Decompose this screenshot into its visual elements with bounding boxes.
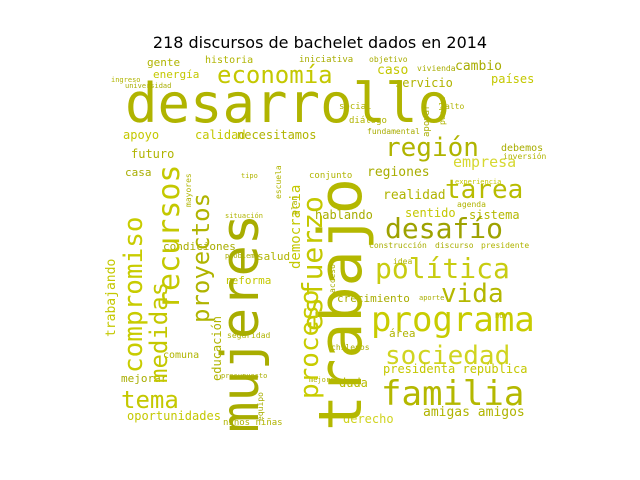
word-servicio: servicio	[395, 76, 453, 90]
word-familia: familia	[381, 374, 525, 414]
word-situacion: situación	[225, 212, 263, 220]
word-gente: gente	[147, 56, 181, 69]
word-presupuesto: presupuesto	[221, 372, 268, 380]
word-trabajando: trabajando	[104, 258, 119, 337]
word-area: área	[389, 327, 416, 340]
word-plan: plan	[290, 195, 299, 215]
word-crecimiento: crecimiento	[337, 292, 410, 305]
word-programa: programa	[371, 300, 535, 340]
word-desarrollo: desarrollo	[125, 72, 451, 135]
word-vivienda: vivienda	[417, 64, 456, 73]
word-calidad: calidad	[195, 128, 246, 142]
word-duda: duda	[339, 376, 368, 390]
word-mejorar: mejorar	[121, 372, 168, 385]
word-inversion: inversión	[503, 152, 547, 161]
word-tema: tema	[121, 386, 179, 414]
word-futuro: futuro	[131, 147, 175, 161]
word-hablando: hablando	[315, 208, 373, 222]
word-medidas: medidas	[145, 281, 173, 383]
word-historia: historia	[205, 55, 254, 66]
word-paises: países	[491, 72, 535, 86]
word-discurso: discurso	[435, 241, 474, 250]
word-necesitamos: necesitamos	[237, 128, 317, 142]
word-region: región	[385, 133, 479, 163]
word-tipo: tipo	[241, 172, 258, 180]
word-empresa: empresa	[453, 153, 517, 171]
word-iniciativa: iniciativa	[299, 55, 354, 65]
chart-title: 218 discursos de bachelet dados en 2014	[152, 33, 488, 52]
word-educacion: educación	[210, 315, 224, 381]
word-chilenos: chilenos	[331, 343, 370, 352]
word-proyectos: proyectos	[187, 192, 215, 323]
word-conjunto: conjunto	[309, 171, 353, 181]
word-experiencia: experiencia	[455, 178, 502, 186]
word-presidenta-republica: presidenta república	[383, 362, 528, 376]
word-economia: economía	[217, 61, 333, 89]
word-apoyo: apoyo	[123, 128, 160, 142]
word-construccion: construcción	[369, 241, 427, 250]
word-objetivo: objetivo	[369, 55, 408, 64]
word-aporte: aporte	[419, 294, 445, 302]
word-cambio: cambio	[455, 59, 502, 74]
word-condiciones: condiciones	[163, 240, 236, 253]
word-ingreso: ingreso	[111, 76, 141, 84]
word-regiones: regiones	[367, 165, 430, 180]
word-cloud: desarrollo economía región tarea desafío…	[103, 55, 553, 431]
word-apoyar: apoyar	[422, 104, 432, 137]
word-sistema: sistema	[469, 208, 520, 222]
word-mejoro: mejoro	[309, 376, 335, 384]
word-dialogo: diálogo	[349, 116, 387, 126]
word-vida: vida	[441, 279, 504, 309]
word-amigas-amigos: amigas amigos	[423, 405, 525, 420]
word-universidad: universidad	[125, 82, 172, 90]
word-presidente: presidente	[481, 241, 530, 250]
word-hoy: hoy	[495, 312, 508, 320]
word-compromiso: compromiso	[119, 216, 149, 373]
word-salud: salud	[257, 250, 291, 263]
word-pueblo: pueblo	[438, 96, 447, 125]
word-mayores: mayores	[184, 173, 193, 207]
word-agenda: agenda	[457, 200, 486, 209]
word-ninos-ninas: niños niñas	[223, 418, 283, 428]
word-sociedad: sociedad	[385, 341, 511, 371]
word-caso: caso	[377, 63, 409, 78]
word-politica: política	[375, 252, 510, 285]
word-alto: alto	[445, 102, 465, 111]
word-proceso: proceso	[295, 289, 325, 399]
word-debemos: debemos	[501, 143, 544, 154]
word-sentido: sentido	[405, 206, 456, 220]
word-social: social	[339, 102, 372, 112]
word-comuna: comuna	[163, 350, 200, 361]
word-realidad: realidad	[383, 188, 446, 203]
word-desafio: desafío	[385, 212, 504, 245]
word-equipo: equipo	[256, 392, 265, 421]
word-escuela: escuela	[274, 165, 283, 199]
word-energia: energía	[153, 68, 200, 81]
word-acceso: acceso	[328, 264, 337, 293]
word-oportunidades: oportunidades	[127, 409, 221, 423]
word-reforma: reforma	[225, 274, 272, 287]
word-fundamental: fundamental	[367, 127, 420, 136]
word-problema: problema	[225, 252, 259, 260]
word-idea: idea	[393, 257, 413, 266]
word-tarea: tarea	[445, 175, 524, 205]
word-casa: casa	[125, 166, 152, 179]
word-derecho: derecho	[343, 412, 394, 426]
word-seguridad: seguridad	[227, 331, 271, 340]
